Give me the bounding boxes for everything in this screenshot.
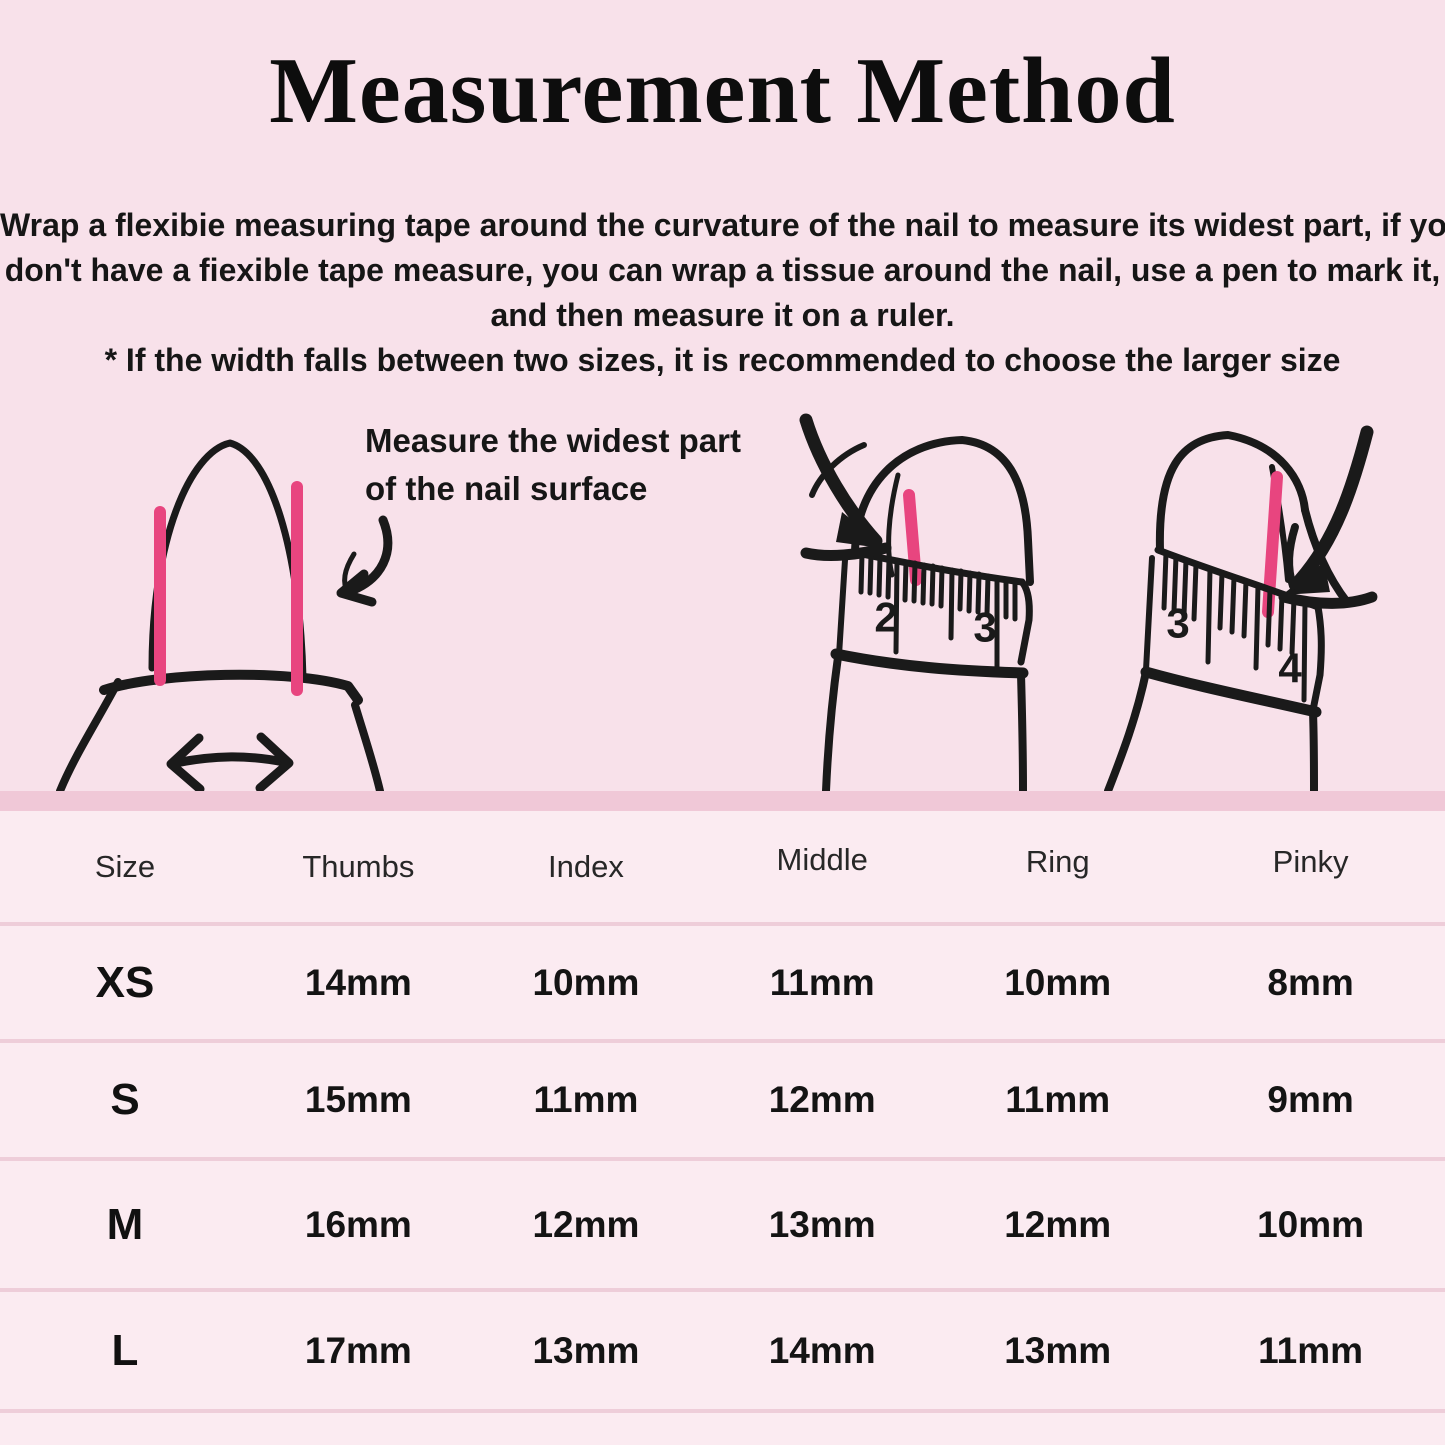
header-pinky: Pinky xyxy=(1272,843,1349,879)
header-index: Index xyxy=(548,848,624,884)
header-size: Size xyxy=(94,848,156,884)
value-cell: 14mm xyxy=(304,961,412,1003)
page-title: Measurement Method xyxy=(269,39,1176,143)
instructions: Wrap a flexibie measuring tape around th… xyxy=(0,203,1445,383)
value-cell: 14mm xyxy=(768,1329,876,1371)
annotation-pointer-arrow xyxy=(336,515,393,607)
instruction-line: and then measure it on a ruler. xyxy=(490,297,955,333)
section-divider-band xyxy=(0,791,1445,811)
instruction-note: * If the width falls between two sizes, … xyxy=(104,342,1341,378)
header-middle: Middle xyxy=(776,841,868,877)
table-row-l: L 17mm 13mm 14mm 13mm 11mm xyxy=(0,1292,1445,1413)
pointer-arrow xyxy=(1278,425,1378,609)
table-row-s: S 15mm 11mm 12mm 11mm 9mm xyxy=(0,1043,1445,1161)
size-label: L xyxy=(111,1325,139,1375)
value-cell: 9mm xyxy=(1267,1079,1354,1120)
annotation-line: of the nail surface xyxy=(365,470,648,507)
value-cell: 12mm xyxy=(768,1079,876,1120)
size-table: Size Thumbs Index Middle Ring Pinky XS 1… xyxy=(0,811,1445,1445)
table-row-xs: XS 14mm 10mm 11mm 10mm 8mm xyxy=(0,926,1445,1043)
tilted-finger-with-tape-diagram: 3 4 xyxy=(1104,425,1378,791)
instruction-line: don't have a fiexible tape measure, you … xyxy=(4,252,1441,288)
value-cell: 13mm xyxy=(1004,1329,1112,1371)
value-cell: 15mm xyxy=(304,1079,412,1120)
value-cell: 11mm xyxy=(1005,1079,1111,1120)
tape-ticks xyxy=(858,551,1018,673)
value-cell: 16mm xyxy=(304,1203,412,1245)
value-cell: 17mm xyxy=(304,1329,412,1371)
tape-ticks xyxy=(1161,550,1308,703)
value-cell: 12mm xyxy=(1004,1203,1112,1245)
value-cell: 12mm xyxy=(532,1203,640,1245)
value-cell: 13mm xyxy=(532,1329,640,1371)
diagram-annotation: Measure the widest part of the nail surf… xyxy=(365,417,741,513)
pointer-arrow xyxy=(799,413,892,561)
ruler-number: 4 xyxy=(1278,645,1302,692)
value-cell: 8mm xyxy=(1267,961,1354,1003)
header-thumbs: Thumbs xyxy=(302,848,415,884)
ruler-number: 2 xyxy=(874,594,897,641)
size-label: XS xyxy=(95,957,155,1007)
header-ring: Ring xyxy=(1025,843,1090,879)
size-table-header-row: Size Thumbs Index Middle Ring Pinky xyxy=(0,811,1445,926)
ruler-number: 3 xyxy=(973,604,996,651)
finger-with-tape-diagram: 2 3 xyxy=(799,413,1034,791)
value-cell: 10mm xyxy=(1004,961,1112,1003)
value-cell: 10mm xyxy=(1257,1203,1365,1245)
value-cell: 11mm xyxy=(533,1079,639,1120)
size-label: S xyxy=(110,1075,140,1124)
value-cell: 11mm xyxy=(769,961,875,1003)
instruction-line: Wrap a flexibie measuring tape around th… xyxy=(0,207,1445,243)
width-double-arrow xyxy=(166,732,294,791)
annotation-line: Measure the widest part xyxy=(365,422,741,459)
value-cell: 10mm xyxy=(532,961,640,1003)
nail-front-view-diagram xyxy=(56,439,393,791)
size-label: M xyxy=(106,1199,144,1249)
ruler-number: 3 xyxy=(1166,600,1189,647)
value-cell: 11mm xyxy=(1258,1329,1364,1371)
finger-measurement-diagram: 2 3 xyxy=(56,413,1378,791)
table-row-m: M 16mm 12mm 13mm 12mm 10mm xyxy=(0,1161,1445,1292)
value-cell: 13mm xyxy=(768,1203,876,1245)
